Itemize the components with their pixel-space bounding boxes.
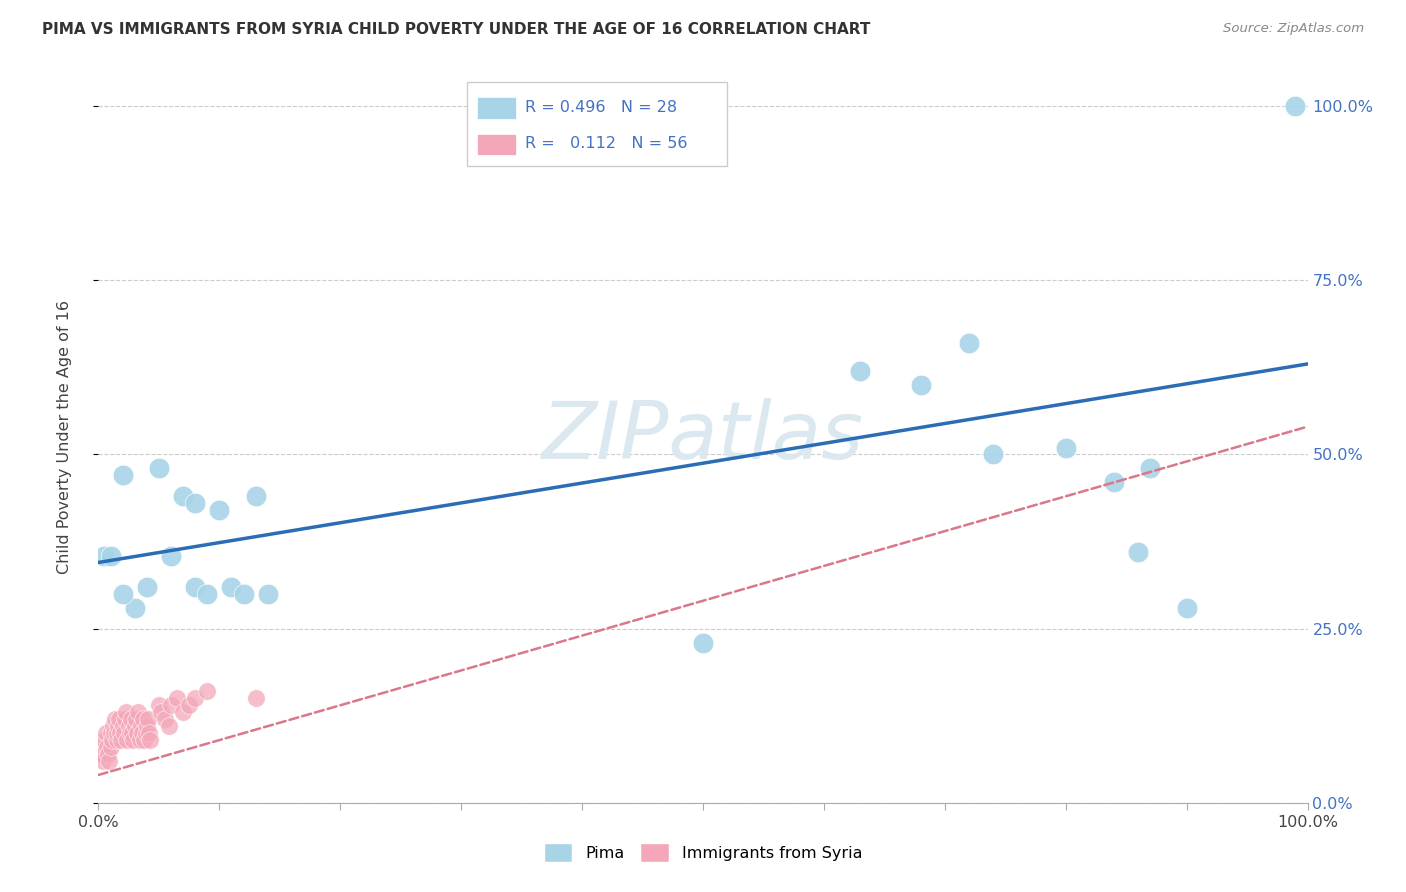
Point xyxy=(111,587,134,601)
Point xyxy=(160,698,183,713)
Point xyxy=(1139,461,1161,475)
Point xyxy=(981,448,1004,462)
Point xyxy=(153,712,176,726)
Point xyxy=(128,733,150,747)
Point xyxy=(849,364,872,378)
Point xyxy=(136,712,159,726)
Point xyxy=(91,754,114,768)
Point xyxy=(160,549,183,563)
Point xyxy=(122,733,145,747)
Point xyxy=(127,726,149,740)
Point xyxy=(256,587,278,601)
Point xyxy=(184,580,207,594)
Point xyxy=(111,719,134,733)
Point xyxy=(184,691,207,706)
Point xyxy=(107,719,129,733)
Point xyxy=(118,719,141,733)
Point xyxy=(245,691,267,706)
Point xyxy=(148,461,170,475)
Point xyxy=(135,719,157,733)
Point xyxy=(184,496,207,510)
Text: R = 0.496   N = 28: R = 0.496 N = 28 xyxy=(526,100,678,115)
Point xyxy=(114,712,136,726)
Point xyxy=(135,726,157,740)
Point xyxy=(134,733,156,747)
Text: ZIPatlas: ZIPatlas xyxy=(541,398,865,476)
Point xyxy=(115,705,138,719)
Point xyxy=(108,726,131,740)
Point xyxy=(172,489,194,503)
Point xyxy=(179,698,201,713)
Point xyxy=(150,705,173,719)
Point xyxy=(93,733,115,747)
FancyBboxPatch shape xyxy=(477,97,516,119)
Point xyxy=(89,740,111,755)
Point xyxy=(245,489,267,503)
Point xyxy=(148,698,170,713)
Point xyxy=(172,705,194,719)
Point xyxy=(105,726,128,740)
Point xyxy=(221,580,243,594)
Point xyxy=(110,733,132,747)
Point xyxy=(139,733,162,747)
Point xyxy=(957,336,980,351)
Point xyxy=(692,635,714,649)
Point xyxy=(121,726,143,740)
Point xyxy=(232,587,254,601)
FancyBboxPatch shape xyxy=(467,82,727,167)
Point xyxy=(125,712,148,726)
Point xyxy=(208,503,231,517)
Point xyxy=(1175,600,1198,615)
FancyBboxPatch shape xyxy=(477,134,516,155)
Point xyxy=(135,580,157,594)
Text: R =   0.112   N = 56: R = 0.112 N = 56 xyxy=(526,136,688,152)
Point xyxy=(103,726,125,740)
Point xyxy=(120,712,142,726)
Point xyxy=(112,726,135,740)
Point xyxy=(91,747,114,761)
Point xyxy=(100,733,122,747)
Point xyxy=(1054,441,1077,455)
Point xyxy=(94,726,117,740)
Y-axis label: Child Poverty Under the Age of 16: Child Poverty Under the Age of 16 xyxy=(58,300,72,574)
Point xyxy=(124,719,146,733)
Point xyxy=(117,733,139,747)
Point xyxy=(124,600,146,615)
Point xyxy=(1102,475,1125,490)
Legend: Pima, Immigrants from Syria: Pima, Immigrants from Syria xyxy=(537,837,869,868)
Point xyxy=(131,726,153,740)
Point xyxy=(98,754,121,768)
Text: Source: ZipAtlas.com: Source: ZipAtlas.com xyxy=(1223,22,1364,36)
Point xyxy=(105,733,128,747)
Point xyxy=(108,712,131,726)
Point xyxy=(195,684,218,698)
Point xyxy=(100,549,122,563)
Text: PIMA VS IMMIGRANTS FROM SYRIA CHILD POVERTY UNDER THE AGE OF 16 CORRELATION CHAR: PIMA VS IMMIGRANTS FROM SYRIA CHILD POVE… xyxy=(42,22,870,37)
Point xyxy=(195,587,218,601)
Point xyxy=(104,712,127,726)
Point xyxy=(129,719,152,733)
Point xyxy=(132,712,155,726)
Point xyxy=(93,549,115,563)
Point xyxy=(90,747,112,761)
Point xyxy=(1284,99,1306,113)
Point xyxy=(166,691,188,706)
Point xyxy=(111,468,134,483)
Point xyxy=(910,377,932,392)
Point xyxy=(1128,545,1150,559)
Point xyxy=(101,719,124,733)
Point xyxy=(127,705,149,719)
Point xyxy=(100,726,122,740)
Point xyxy=(100,740,122,755)
Point xyxy=(157,719,180,733)
Point xyxy=(138,726,160,740)
Point xyxy=(97,747,120,761)
Point xyxy=(96,740,118,755)
Point xyxy=(118,726,141,740)
